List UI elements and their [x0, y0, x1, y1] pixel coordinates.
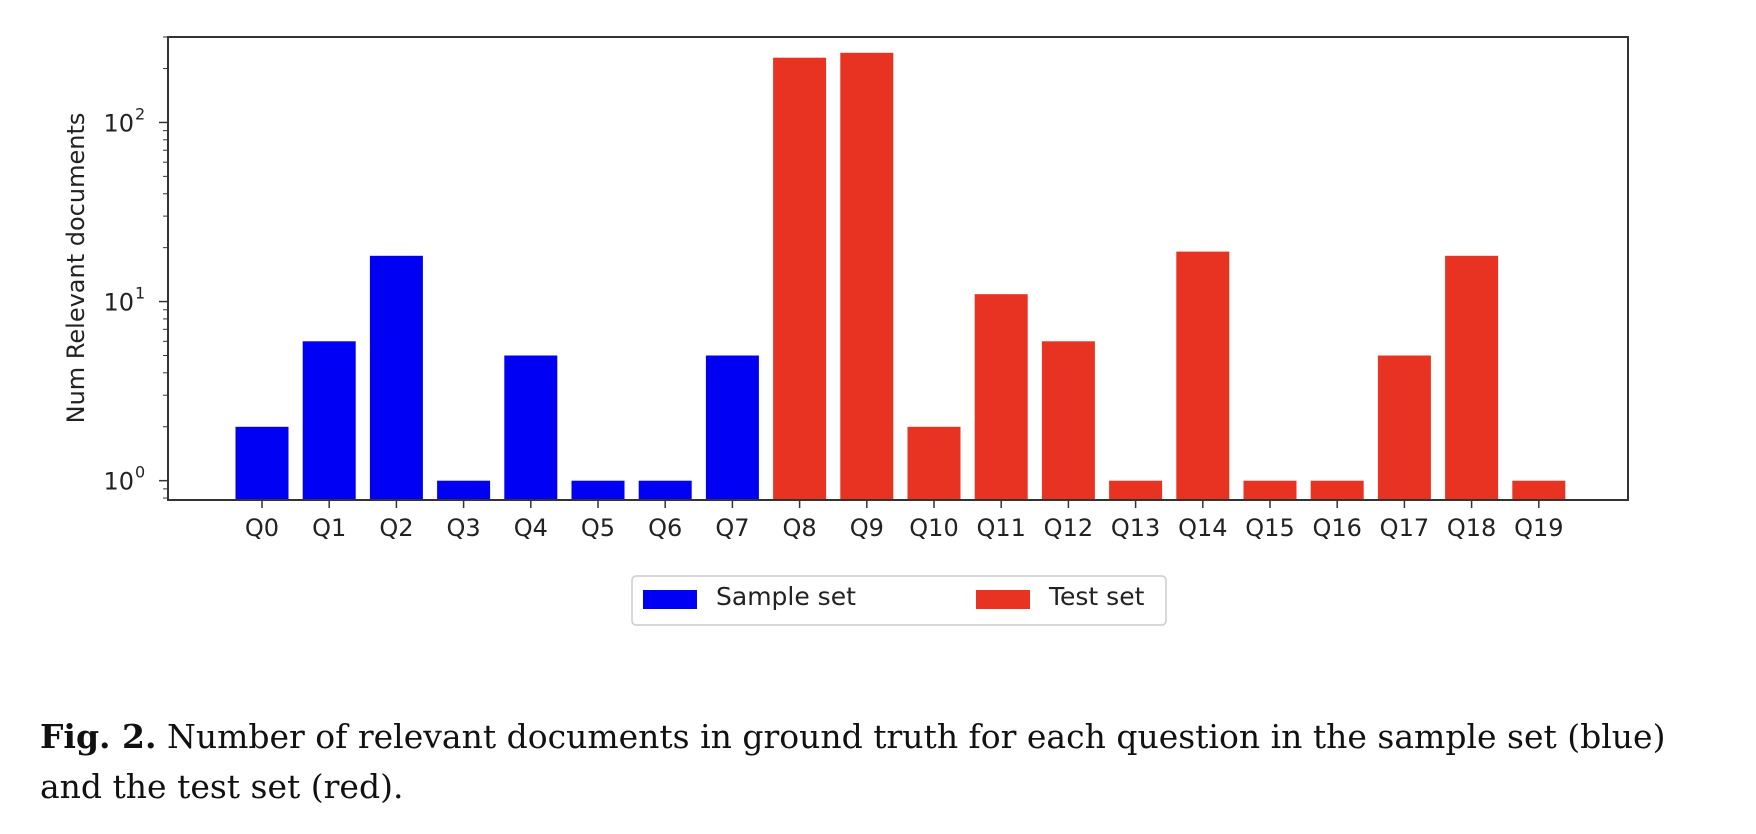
legend-swatch-sample-set: [643, 590, 697, 609]
y-tick-exponent-2: 2: [135, 104, 145, 123]
bar-q6: [638, 480, 692, 500]
x-tick-label-q18: Q18: [1447, 514, 1496, 542]
caption-label: Fig. 2.: [40, 717, 157, 756]
y-tick-exponent-1: 1: [135, 284, 145, 303]
x-tick-label-q6: Q6: [648, 514, 682, 542]
bar-q3: [437, 480, 491, 500]
legend-label-sample-set: Sample set: [716, 582, 856, 611]
bar-q5: [571, 480, 625, 500]
x-tick-label-q10: Q10: [909, 514, 958, 542]
x-tick-label-q14: Q14: [1178, 514, 1227, 542]
bar-q15: [1243, 480, 1297, 500]
x-tick-label-q8: Q8: [783, 514, 817, 542]
bar-q16: [1310, 480, 1364, 500]
bar-q10: [907, 426, 961, 500]
x-tick-label-q5: Q5: [581, 514, 615, 542]
bar-q13: [1109, 480, 1163, 500]
bar-q7: [705, 355, 759, 500]
x-tick-label-q7: Q7: [715, 514, 749, 542]
y-axis-label: Num Relevant documents: [62, 113, 90, 424]
bar-q8: [773, 57, 827, 500]
y-tick-label-100: 10: [103, 109, 134, 137]
bar-q17: [1377, 355, 1431, 500]
x-tick-label-q12: Q12: [1044, 514, 1093, 542]
bar-q0: [235, 426, 289, 500]
bar-q14: [1176, 251, 1230, 500]
bar-q4: [504, 355, 558, 500]
x-tick-label-q0: Q0: [245, 514, 279, 542]
y-tick-label-1: 10: [103, 468, 134, 496]
x-tick-label-q9: Q9: [850, 514, 884, 542]
x-tick-label-q13: Q13: [1111, 514, 1160, 542]
x-tick-label-q2: Q2: [379, 514, 413, 542]
caption-text: Number of relevant documents in ground t…: [40, 717, 1666, 806]
x-tick-label-q19: Q19: [1514, 514, 1563, 542]
bar-q1: [302, 341, 356, 500]
bar-q2: [369, 255, 423, 500]
bar-q9: [840, 52, 894, 501]
x-tick-label-q3: Q3: [447, 514, 481, 542]
x-tick-label-q16: Q16: [1312, 514, 1361, 542]
bar-q11: [974, 294, 1028, 500]
legend-frame: [631, 575, 1167, 626]
x-tick-label-q1: Q1: [312, 514, 346, 542]
plot-frame: [167, 36, 1629, 501]
y-tick-exponent-0: 0: [135, 463, 145, 482]
x-tick-label-q17: Q17: [1380, 514, 1429, 542]
legend-label-test-set: Test set: [1048, 582, 1145, 611]
bar-q19: [1512, 480, 1566, 500]
legend: Sample set Test set: [631, 575, 1167, 626]
bar-q18: [1445, 255, 1499, 500]
bars-group: [235, 52, 1566, 501]
y-tick-label-10: 10: [103, 289, 134, 317]
x-tick-label-q11: Q11: [976, 514, 1025, 542]
bar-q12: [1041, 341, 1095, 500]
figure-caption: Fig. 2. Number of relevant documents in …: [40, 712, 1730, 812]
x-tick-label-q4: Q4: [514, 514, 548, 542]
legend-swatch-test-set: [976, 590, 1030, 609]
x-tick-label-q15: Q15: [1245, 514, 1294, 542]
x-axis: Q0 Q1 Q2 Q3 Q4 Q5 Q6 Q7 Q8 Q9 Q10 Q11 Q12 Q13 Q14 Q15 Q1…: [245, 500, 1564, 542]
